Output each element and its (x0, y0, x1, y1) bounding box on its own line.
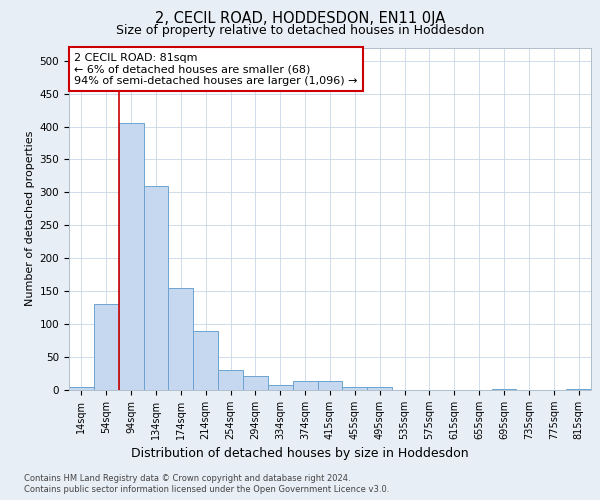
Bar (343, 388, 367, 390)
Bar (193, 330, 218, 390)
Bar (268, 384, 293, 390)
Bar (69, 386, 94, 390)
Text: Distribution of detached houses by size in Hoddesdon: Distribution of detached houses by size … (131, 448, 469, 460)
Text: Contains public sector information licensed under the Open Government Licence v3: Contains public sector information licen… (24, 485, 389, 494)
Bar (119, 123, 143, 390)
Bar (317, 382, 343, 390)
Text: 2, CECIL ROAD, HODDESDON, EN11 0JA: 2, CECIL ROAD, HODDESDON, EN11 0JA (155, 11, 445, 26)
Bar (94, 304, 119, 390)
Bar (143, 186, 169, 390)
Text: Size of property relative to detached houses in Hoddesdon: Size of property relative to detached ho… (116, 24, 484, 37)
Y-axis label: Number of detached properties: Number of detached properties (25, 131, 35, 306)
Bar (491, 388, 517, 390)
Bar (367, 386, 392, 390)
Bar (243, 376, 268, 390)
Text: 2 CECIL ROAD: 81sqm
← 6% of detached houses are smaller (68)
94% of semi-detache: 2 CECIL ROAD: 81sqm ← 6% of detached hou… (74, 52, 358, 86)
Bar (293, 382, 317, 390)
Bar (169, 288, 193, 390)
Text: Contains HM Land Registry data © Crown copyright and database right 2024.: Contains HM Land Registry data © Crown c… (24, 474, 350, 483)
Bar (218, 370, 243, 390)
